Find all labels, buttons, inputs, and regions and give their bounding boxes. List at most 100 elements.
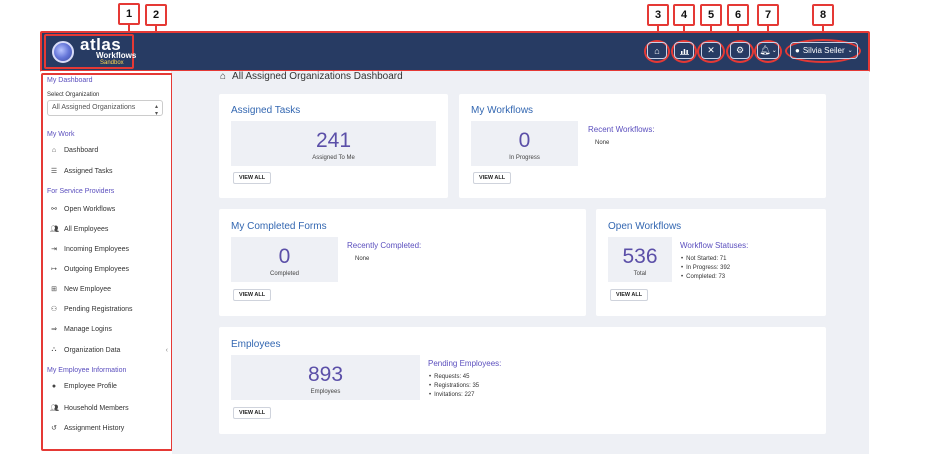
sidebar-item-label: Manage Logins (64, 325, 112, 333)
list-item: Registrations: 35 (429, 382, 479, 391)
page-title: ⌂ All Assigned Organizations Dashboard (220, 71, 403, 82)
callout-6: 6 (727, 4, 749, 26)
stat-label: Completed (269, 271, 299, 277)
notifications-highlight (754, 40, 782, 63)
callout-7: 7 (757, 4, 779, 26)
stat-box: 536 Total (608, 237, 672, 282)
history-icon: ↺ (51, 425, 57, 432)
callout-1: 1 (118, 3, 140, 25)
user-circle-icon: ● (795, 46, 800, 55)
tools-highlight (697, 40, 725, 63)
home-highlight (644, 40, 670, 63)
sidebar-item-label: Dashboard (64, 147, 99, 154)
notifications-button[interactable]: 🔔︎ ⌄ (757, 42, 779, 59)
sidebar-item-label: Employee Profile (64, 383, 117, 390)
pending-employees-title: Pending Employees: (428, 359, 502, 368)
sidebar-item-outgoing-employees[interactable]: ↦ Outgoing Employees (50, 265, 168, 274)
view-all-button[interactable]: VIEW ALL (233, 407, 272, 419)
atlas-logo[interactable]: atlas Workflows Sandbox (52, 35, 137, 67)
sidebar-highlight (41, 73, 173, 451)
callout-8: 8 (812, 4, 834, 26)
card-title: My Completed Forms (231, 221, 327, 232)
sidebar-item-all-employees[interactable]: 👥︎ All Employees (50, 225, 168, 234)
sidebar-item-label: All Employees (64, 225, 109, 233)
sidebar-item-label: Organization Data (64, 346, 121, 354)
brand-name: atlas (80, 35, 122, 54)
chart-icon (679, 48, 689, 55)
user-name: Silvia Seiler (802, 46, 845, 55)
sidebar (41, 71, 172, 451)
stat-count: 536 (622, 245, 658, 268)
arrow-out-icon: ↦ (51, 266, 57, 273)
logo-highlight (44, 34, 134, 69)
sidebar-item-manage-logins[interactable]: ⇒ Manage Logins (50, 325, 168, 334)
users-icon: 👥︎ (50, 226, 59, 233)
user-circle-icon: ● (51, 383, 57, 390)
service-providers-heading: For Service Providers (47, 188, 115, 195)
card-title: Open Workflows (608, 221, 682, 232)
recently-completed-title: Recently Completed: (347, 241, 422, 250)
sidebar-item-open-workflows[interactable]: ⚯ Open Workflows (50, 205, 168, 214)
reports-highlight (671, 40, 697, 63)
view-all-button[interactable]: VIEW ALL (233, 172, 272, 184)
reports-button[interactable] (674, 42, 694, 59)
card-title: Assigned Tasks (231, 105, 301, 116)
stat-count: 893 (307, 363, 344, 386)
stat-count: 0 (278, 245, 291, 268)
sidebar-item-label: Incoming Employees (64, 245, 129, 253)
sidebar-item-incoming-employees[interactable]: ⇥ Incoming Employees (50, 245, 168, 254)
settings-button[interactable]: ⚙ (730, 42, 750, 59)
callout-line (128, 25, 130, 34)
users-icon: 👥︎ (50, 405, 59, 412)
stat-label: Assigned To Me (312, 155, 355, 161)
user-menu-button[interactable]: ● Silvia Seiler ⌄ (790, 42, 858, 59)
sidebar-item-label: New Employee (64, 285, 112, 293)
home-button[interactable]: ⌂ (647, 42, 667, 59)
sidebar-item-organization-data[interactable]: ⛬ Organization Data ‹ (50, 346, 168, 354)
workflow-icon: ⚯ (51, 206, 57, 213)
list-item: Requests: 45 (429, 373, 479, 382)
product-name: Workflows (96, 51, 137, 60)
organization-select[interactable]: All Assigned Organizations ▴ ▾ (47, 100, 163, 117)
sign-in-icon: ⇒ (51, 326, 57, 333)
plus-square-icon: ⊞ (51, 286, 57, 293)
arrow-in-icon: ⇥ (51, 246, 57, 253)
stat-label: Employees (310, 389, 341, 395)
list-item: Invitations: 227 (429, 391, 479, 400)
sidebar-item-new-employee[interactable]: ⊞ New Employee (50, 285, 168, 294)
gears-icon: ⚙ (735, 45, 745, 55)
stat-box: 241 Assigned To Me (231, 121, 436, 166)
sitemap-icon: ⛬ (51, 346, 57, 353)
page-title-text: All Assigned Organizations Dashboard (232, 71, 403, 82)
recent-workflows-title: Recent Workflows: (588, 125, 655, 134)
sidebar-item-assigned-tasks[interactable]: ☰ Assigned Tasks (50, 167, 168, 176)
user-plus-icon: ⚇ (50, 306, 58, 313)
sidebar-item-label: Outgoing Employees (64, 265, 129, 273)
view-all-button[interactable]: VIEW ALL (233, 289, 272, 301)
view-all-button[interactable]: VIEW ALL (473, 172, 512, 184)
view-all-button[interactable]: VIEW ALL (610, 289, 649, 301)
home-icon: ⌂ (654, 45, 660, 56)
stat-label: In Progress (509, 155, 540, 161)
tools-button[interactable]: ✕ (701, 42, 721, 59)
pending-employees-list: Requests: 45 Registrations: 35 Invitatio… (429, 373, 479, 400)
sidebar-item-pending-registrations[interactable]: ⚇ Pending Registrations (50, 305, 168, 314)
sidebar-item-assignment-history[interactable]: ↺ Assignment History (50, 424, 168, 433)
sidebar-item-label: Pending Registrations (64, 305, 133, 313)
sidebar-item-label: Assigned Tasks (64, 167, 113, 175)
organization-select-value: All Assigned Organizations (52, 104, 136, 111)
list-item: Not Started: 71 (681, 255, 730, 264)
select-caret-icon: ▴ ▾ (154, 104, 158, 117)
card-title: Employees (231, 339, 281, 350)
list-item: In Progress: 392 (681, 264, 730, 273)
my-dashboard-heading[interactable]: My Dashboard (47, 77, 93, 84)
stat-count: 0 (518, 129, 531, 152)
select-org-label: Select Organization (47, 92, 100, 98)
sidebar-item-employee-profile[interactable]: ● Employee Profile (50, 383, 168, 390)
sidebar-item-dashboard[interactable]: ⌂ Dashboard (50, 147, 168, 154)
stat-box: 0 Completed (231, 237, 338, 282)
sidebar-item-household-members[interactable]: 👥︎ Household Members (50, 404, 168, 413)
user-menu-highlight (785, 39, 861, 63)
stat-label: Total (633, 271, 647, 277)
environment-label: Sandbox (100, 60, 124, 66)
